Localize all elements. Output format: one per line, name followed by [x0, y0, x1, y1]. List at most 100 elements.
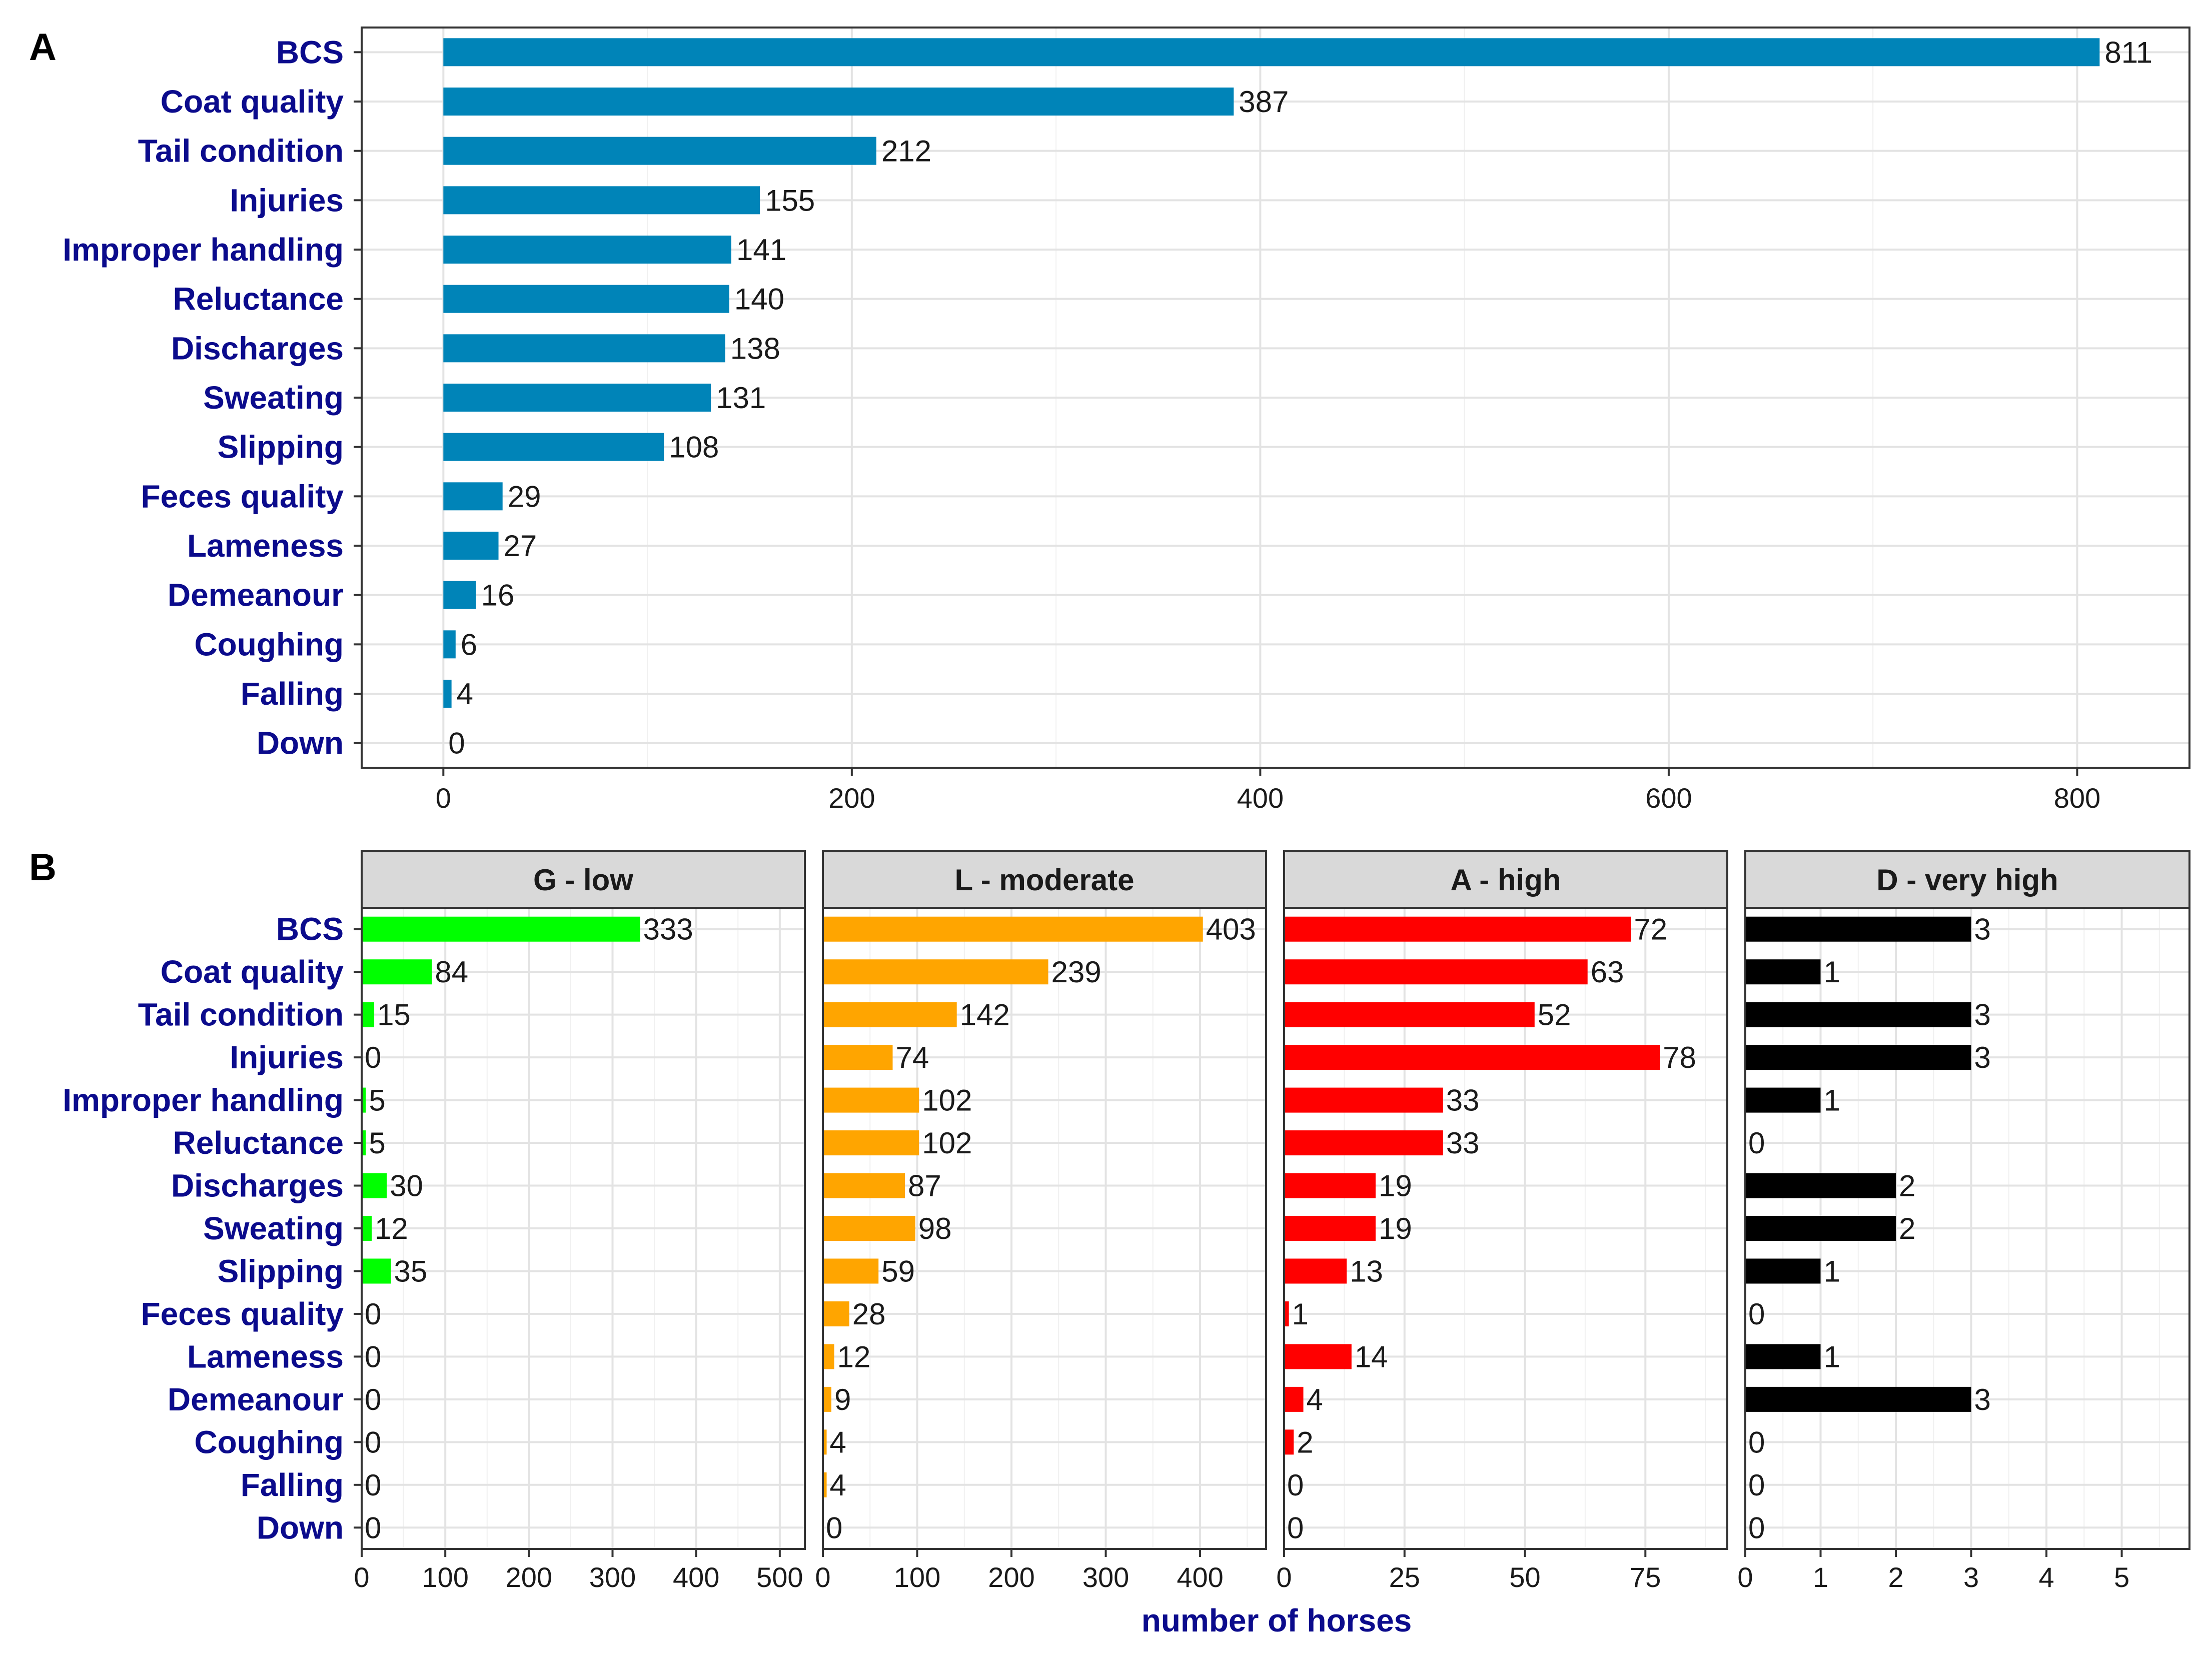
panel-a-value-label: 141 — [736, 233, 786, 267]
facet-bar-tail-condition — [823, 1002, 957, 1027]
facet-value-label: 403 — [1206, 913, 1256, 946]
panel-a-bar-discharges — [443, 334, 725, 363]
panel-b: BCS Coat quality Tail condition Injuries Imp… — [63, 850, 2190, 1593]
facet-value-label: 1 — [1824, 1254, 1840, 1288]
panel-a-category-label: Improper handling — [63, 232, 344, 268]
facet-bar-improper-handling — [362, 1087, 366, 1113]
panel-a-category-label: Falling — [241, 676, 344, 712]
facet-bar-demeanour — [1745, 1386, 1971, 1412]
panel-b-category-label: Feces quality — [141, 1296, 344, 1332]
facet-value-label: 15 — [377, 998, 411, 1032]
panel-a-value-label: 29 — [508, 480, 541, 513]
facet-bar-slipping — [362, 1258, 391, 1284]
panel-a-bar-injuries — [443, 186, 760, 215]
panel-a-bar-coat-quality — [443, 88, 1234, 116]
facet-bar-lameness — [1745, 1344, 1821, 1369]
panel-a-category-label: Coughing — [194, 626, 344, 662]
panel-a-bar-sweating — [443, 384, 711, 412]
panel-a-category-label: Down — [257, 725, 344, 761]
panel-a-value-label: 138 — [730, 332, 780, 365]
facet-bar-demeanour — [1284, 1386, 1304, 1412]
facet-d-very-high: 0 1 2 3 4 5 3 1 3 3 1 0 2 2 1 0 1 3 0 0 0 D - very high — [1737, 850, 2190, 1593]
panel-b-category-label: Discharges — [171, 1168, 344, 1204]
facet-x-tick-label: 0 — [815, 1561, 830, 1593]
panel-a-value-label: 108 — [669, 431, 719, 464]
panel-b-category-label: Demeanour — [168, 1381, 344, 1417]
facet-value-label: 0 — [365, 1297, 381, 1331]
facet-value-label: 13 — [1350, 1254, 1383, 1288]
panel-a-bar-tail-condition — [443, 137, 876, 165]
facet-value-label: 59 — [881, 1254, 915, 1288]
facet-value-label: 0 — [826, 1511, 842, 1544]
panel-a-category-label: Injuries — [230, 182, 344, 218]
facet-value-label: 3 — [1974, 998, 1991, 1032]
panel-a-category-label: Discharges — [171, 330, 344, 366]
facet-x-tick-label: 0 — [354, 1561, 369, 1593]
facet-value-label: 5 — [369, 1084, 385, 1117]
panel-a-letter: A — [29, 26, 57, 69]
panel-a-category-label: Demeanour — [168, 577, 344, 613]
facet-strip — [361, 850, 806, 909]
facet-x-tick-label: 200 — [988, 1561, 1034, 1593]
panel-b-category-label: Coat quality — [161, 954, 344, 990]
facet-bar-sweating — [362, 1216, 372, 1241]
facet-bar-improper-handling — [823, 1087, 919, 1113]
panel-b-category-label: Falling — [241, 1467, 344, 1503]
panel-a-bar-demeanour — [443, 581, 476, 609]
panel-a-category-label: Sweating — [203, 380, 344, 416]
facet-bar-discharges — [1284, 1173, 1376, 1198]
facet-value-label: 0 — [1748, 1126, 1765, 1160]
facet-value-label: 4 — [830, 1468, 846, 1502]
facet-g-low: 0 100 200 300 400 5003338415055301235000000G … — [354, 850, 806, 1593]
facet-strip — [1283, 850, 1728, 909]
facet-value-label: 5 — [369, 1126, 385, 1160]
facet-value-label: 12 — [375, 1212, 408, 1245]
panel-a-frame — [361, 27, 2190, 769]
facet-bar-injuries — [823, 1045, 893, 1070]
facet-bar-improper-handling — [1284, 1087, 1443, 1113]
facet-value-label: 33 — [1446, 1084, 1480, 1117]
panel-a-x-tick-label: 400 — [1237, 782, 1284, 814]
facet-value-label: 333 — [643, 913, 693, 946]
facet-bar-sweating — [1745, 1216, 1896, 1241]
facet-value-label: 19 — [1379, 1169, 1412, 1203]
facet-bar-sweating — [823, 1216, 915, 1241]
facet-x-tick-label: 300 — [589, 1561, 636, 1593]
panel-b-category-label: Slipping — [218, 1253, 344, 1289]
facet-x-tick-label: 200 — [506, 1561, 552, 1593]
facet-bar-tail-condition — [1745, 1002, 1971, 1027]
panel-a-x-tick-label: 800 — [2054, 782, 2100, 814]
facet-bar-coat-quality — [1745, 959, 1821, 985]
facet-bar-coat-quality — [362, 959, 432, 985]
facet-bar-reluctance — [362, 1130, 366, 1156]
facet-bar-slipping — [823, 1258, 879, 1284]
facet-bar-reluctance — [1284, 1130, 1443, 1156]
facet-bar-bcs — [1745, 916, 1971, 942]
facet-x-tick-label: 400 — [1177, 1561, 1223, 1593]
facet-value-label: 0 — [365, 1340, 381, 1373]
facet-bar-lameness — [823, 1344, 834, 1369]
facet-bar-tail-condition — [362, 1002, 375, 1027]
facet-x-tick-label: 0 — [1737, 1561, 1753, 1593]
panel-b-category-label: Sweating — [203, 1210, 344, 1246]
facet-value-label: 4 — [1307, 1383, 1323, 1416]
panel-a-value-label: 6 — [461, 628, 477, 661]
facet-value-label: 3 — [1974, 1041, 1991, 1074]
facet-bar-sweating — [1284, 1216, 1376, 1241]
facet-value-label: 4 — [830, 1425, 846, 1459]
facet-value-label: 2 — [1899, 1212, 1915, 1245]
panel-a-bar-slipping — [443, 433, 664, 461]
facet-bar-coat-quality — [1284, 959, 1588, 985]
panel-a: 0 200 400 600 800 BCS 811 Coat quality 387 Tail c… — [63, 27, 2190, 814]
facet-bar-feces-quality — [1284, 1301, 1289, 1326]
facet-value-label: 0 — [1287, 1468, 1304, 1502]
panel-a-category-label: BCS — [276, 34, 344, 70]
panel-a-x-tick-label: 600 — [1645, 782, 1692, 814]
facet-value-label: 142 — [960, 998, 1010, 1032]
facet-value-label: 3 — [1974, 1383, 1991, 1416]
facet-bar-coughing — [823, 1429, 827, 1455]
facet-bar-bcs — [823, 916, 1203, 942]
facet-value-label: 0 — [1748, 1297, 1765, 1331]
panel-a-category-label: Lameness — [187, 528, 344, 564]
